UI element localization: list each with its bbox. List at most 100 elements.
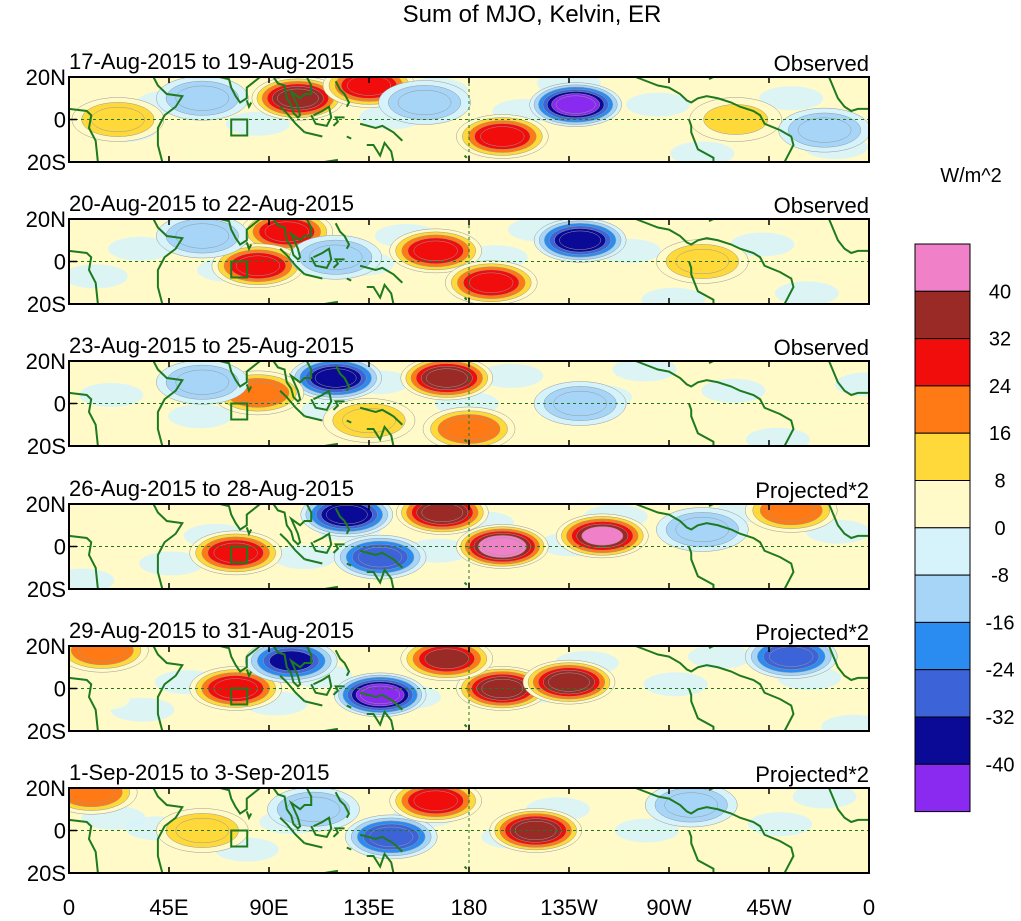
field: [69, 361, 869, 446]
coastline: [272, 788, 313, 830]
panel-3: 20N 0 20S 23-Aug-2015 to 25-Aug-2015 Observe…: [26, 333, 870, 459]
y-tick-label: 20N: [26, 207, 66, 232]
background-blob: [612, 361, 677, 382]
background-blob: [625, 92, 690, 117]
reference-box: [230, 118, 249, 137]
y-tick-label: 20N: [26, 634, 66, 659]
anomaly-contour: [559, 230, 601, 250]
coastline: [688, 546, 715, 589]
coastline: [279, 675, 306, 702]
colorbar-swatch: [914, 290, 971, 340]
anomaly-contour: [581, 526, 624, 546]
coastline: [635, 77, 795, 162]
coastline: [152, 504, 185, 589]
coastline: [463, 581, 468, 586]
colorbar-swatch: [914, 716, 971, 765]
coastline: [635, 788, 795, 873]
background-blob: [790, 400, 855, 424]
coastline: [463, 723, 468, 728]
background-blob: [479, 363, 544, 388]
coastline: [279, 817, 306, 844]
coastline: [828, 646, 869, 682]
coastline: [346, 419, 352, 424]
coastline: [272, 77, 313, 119]
panel-date-range: 23-Aug-2015 to 25-Aug-2015: [69, 333, 354, 358]
coastline: [346, 562, 352, 567]
coastline: [219, 219, 261, 246]
anomaly-contour: [235, 255, 280, 276]
background-blob: [285, 279, 350, 304]
background-blob: [314, 133, 379, 157]
colorbar-label: -8: [991, 565, 1009, 587]
coastline: [310, 389, 333, 411]
anomaly-contour: [469, 272, 514, 293]
reference-box: [230, 402, 249, 421]
colorbar-label: -16: [986, 612, 1015, 634]
background-blob: [170, 788, 235, 813]
coastline: [279, 106, 306, 133]
coastline: [359, 264, 404, 284]
x-tick-label: 0: [63, 895, 75, 920]
coastline: [310, 247, 333, 269]
coastline: [69, 107, 99, 162]
colorbar-swatch: [914, 338, 971, 387]
x-tick-label: 45W: [746, 895, 791, 920]
coastline: [152, 219, 185, 304]
anomaly-contour: [797, 117, 852, 143]
anomaly-contour: [369, 826, 414, 848]
coastline: [688, 261, 715, 304]
field: [69, 504, 869, 589]
y-tick-label: 20S: [27, 577, 66, 602]
background-blob: [69, 264, 128, 289]
coastline: [359, 833, 404, 853]
anomaly-contour: [69, 788, 116, 804]
anomaly-contour: [175, 223, 230, 249]
coastline: [245, 242, 253, 252]
coastline: [688, 688, 715, 731]
background-blob: [225, 111, 290, 136]
background-blob: [703, 839, 768, 864]
background-blob: [552, 266, 617, 291]
coastline: [69, 249, 99, 304]
coastline: [366, 282, 395, 304]
anomaly-contour: [308, 244, 363, 270]
coastline: [346, 135, 352, 140]
background-blob: [257, 425, 321, 446]
coastline: [334, 80, 351, 108]
coastline: [304, 415, 323, 422]
background-blob: [94, 504, 159, 527]
coastline: [69, 676, 99, 731]
anomaly-contour: [421, 504, 464, 523]
coastline: [272, 646, 313, 688]
colorbar-swatch: [914, 763, 971, 813]
panel-kind: Projected*2: [755, 762, 869, 787]
background-blob: [599, 699, 664, 724]
y-tick-label: 20S: [27, 434, 66, 459]
background-blob: [152, 285, 217, 304]
anomaly-contour: [358, 546, 403, 568]
coastline: [310, 532, 333, 554]
colorbar-swatch: [914, 243, 971, 292]
anomaly-contour: [425, 368, 468, 388]
background-blob: [701, 378, 766, 403]
coastline: [272, 504, 313, 546]
background-blob: [745, 427, 810, 446]
panel-date-range: 29-Aug-2015 to 31-Aug-2015: [69, 618, 354, 643]
y-tick-label: 0: [54, 108, 66, 133]
background-blob: [819, 253, 869, 278]
coastline: [346, 704, 352, 709]
coastline: [334, 791, 351, 819]
reference-box: [230, 260, 249, 279]
reference-box: [230, 545, 249, 564]
coastline: [359, 549, 404, 569]
coastline: [279, 390, 306, 417]
anomaly-contour: [767, 504, 816, 522]
anomaly-contour: [175, 85, 230, 111]
background-blob: [570, 846, 635, 871]
anomaly-contour: [413, 240, 458, 262]
background-blob: [69, 145, 113, 162]
y-tick-label: 20S: [27, 150, 66, 175]
coastline: [828, 77, 869, 113]
coastline: [635, 646, 795, 731]
